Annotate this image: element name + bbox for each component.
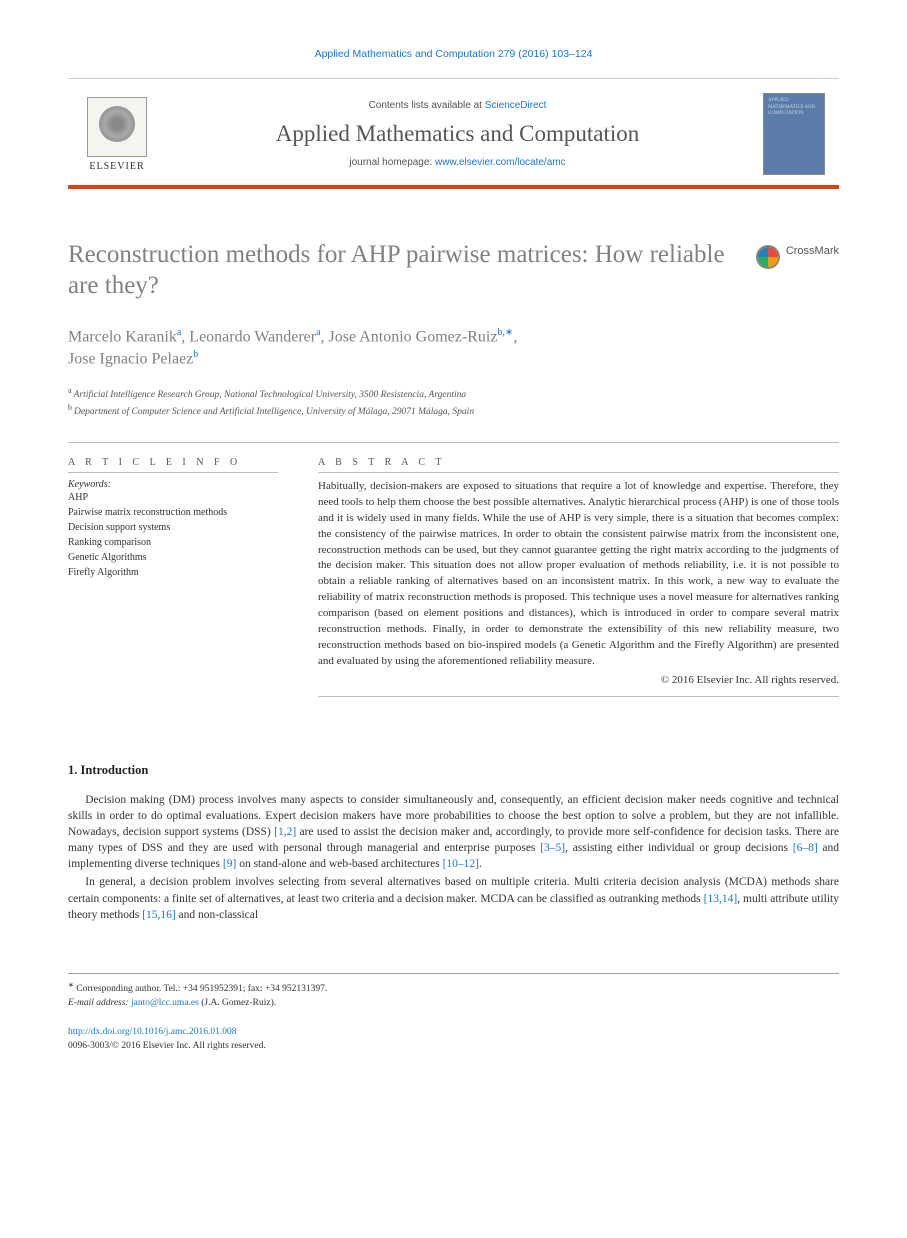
body-text: Decision making (DM) process involves ma…	[68, 792, 839, 923]
abstract-column: A B S T R A C T Habitually, decision-mak…	[318, 457, 839, 703]
email-label: E-mail address:	[68, 998, 129, 1008]
homepage-link[interactable]: www.elsevier.com/locate/amc	[435, 157, 566, 168]
affiliations: aArtificial Intelligence Research Group,…	[68, 385, 839, 420]
contents-available: Contents lists available at ScienceDirec…	[166, 100, 749, 111]
cite-10-12[interactable]: [10–12]	[443, 858, 479, 870]
email-note: E-mail address: janto@lcc.uma.es (J.A. G…	[68, 996, 839, 1010]
paragraph-1: Decision making (DM) process involves ma…	[68, 792, 839, 872]
copyright-line: © 2016 Elsevier Inc. All rights reserved…	[318, 674, 839, 686]
doi-block: http://dx.doi.org/10.1016/j.amc.2016.01.…	[68, 1026, 839, 1053]
corresponding-author-note: ∗ Corresponding author. Tel.: +34 951952…	[68, 980, 839, 996]
crossmark-label: CrossMark	[786, 245, 839, 257]
doi-link[interactable]: http://dx.doi.org/10.1016/j.amc.2016.01.…	[68, 1026, 839, 1039]
info-rule	[68, 472, 278, 473]
keyword-1: AHP	[68, 490, 278, 505]
keyword-4: Ranking comparison	[68, 535, 278, 550]
affil-b-text: Department of Computer Science and Artif…	[74, 408, 474, 418]
email-author: (J.A. Gomez-Ruiz).	[201, 998, 276, 1008]
footnotes: ∗ Corresponding author. Tel.: +34 951952…	[68, 973, 839, 1011]
author-1: Marcelo Karanik	[68, 328, 177, 345]
affiliation-a: aArtificial Intelligence Research Group,…	[68, 385, 839, 402]
keyword-2: Pairwise matrix reconstruction methods	[68, 505, 278, 520]
journal-banner: ELSEVIER Contents lists available at Sci…	[68, 78, 839, 189]
affil-a-text: Artificial Intelligence Research Group, …	[74, 390, 467, 400]
running-header: Applied Mathematics and Computation 279 …	[68, 48, 839, 60]
contents-prefix: Contents lists available at	[369, 100, 485, 111]
cite-13-14[interactable]: [13,14]	[704, 893, 738, 905]
sciencedirect-link[interactable]: ScienceDirect	[485, 100, 547, 111]
section-1-heading: 1. Introduction	[68, 763, 839, 778]
keywords-list: AHP Pairwise matrix reconstruction metho…	[68, 490, 278, 580]
article-title: Reconstruction methods for AHP pairwise …	[68, 239, 736, 302]
affiliation-b: bDepartment of Computer Science and Arti…	[68, 402, 839, 419]
paragraph-2: In general, a decision problem involves …	[68, 874, 839, 922]
author-2: Leonardo Wanderer	[189, 328, 316, 345]
keyword-5: Genetic Algorithms	[68, 550, 278, 565]
p1-text-c: , assisting either individual or group d…	[565, 842, 793, 854]
divider	[68, 442, 839, 443]
homepage-prefix: journal homepage:	[349, 157, 435, 168]
author-list: Marcelo Karanika, Leonardo Wanderera, Jo…	[68, 326, 839, 371]
author-4: Jose Ignacio Pelaez	[68, 351, 193, 368]
journal-cover-thumb: APPLIED MATHEMATICS AND COMPUTATION	[763, 93, 825, 175]
keywords-label: Keywords:	[68, 479, 278, 490]
author-2-affil: a	[316, 327, 320, 338]
cite-1-2[interactable]: [1,2]	[274, 826, 296, 838]
p2-text-c: and non-classical	[176, 909, 258, 921]
keyword-3: Decision support systems	[68, 520, 278, 535]
journal-homepage: journal homepage: www.elsevier.com/locat…	[166, 157, 749, 168]
corr-text: Corresponding author. Tel.: +34 95195239…	[76, 984, 327, 994]
crossmark-icon	[756, 245, 780, 269]
author-4-affil: b	[193, 349, 198, 360]
abstract-bottom-rule	[318, 696, 839, 697]
elsevier-tree-icon	[87, 97, 147, 157]
elsevier-label: ELSEVIER	[89, 161, 144, 172]
affil-a-label: a	[68, 386, 72, 395]
cite-3-5[interactable]: [3–5]	[540, 842, 565, 854]
keyword-6: Firefly Algorithm	[68, 565, 278, 580]
issn-copyright: 0096-3003/© 2016 Elsevier Inc. All right…	[68, 1040, 839, 1053]
article-info-column: A R T I C L E I N F O Keywords: AHP Pair…	[68, 457, 278, 703]
elsevier-logo: ELSEVIER	[82, 93, 152, 175]
author-1-affil: a	[177, 327, 181, 338]
cite-15-16[interactable]: [15,16]	[142, 909, 176, 921]
journal-name: Applied Mathematics and Computation	[166, 121, 749, 147]
author-3: Jose Antonio Gomez-Ruiz	[329, 328, 498, 345]
p1-text-f: .	[479, 858, 482, 870]
crossmark-badge[interactable]: CrossMark	[756, 245, 839, 326]
cite-6-8[interactable]: [6–8]	[793, 842, 818, 854]
cite-9[interactable]: [9]	[223, 858, 236, 870]
author-3-affil: b,∗	[497, 327, 513, 338]
p1-text-e: on stand-alone and web-based architectur…	[236, 858, 442, 870]
affil-b-label: b	[68, 403, 72, 412]
article-info-heading: A R T I C L E I N F O	[68, 457, 278, 468]
email-link[interactable]: janto@lcc.uma.es	[131, 998, 199, 1008]
abstract-heading: A B S T R A C T	[318, 457, 839, 468]
abstract-rule	[318, 472, 839, 473]
corr-marker: ∗	[68, 981, 74, 989]
abstract-text: Habitually, decision-makers are exposed …	[318, 479, 839, 670]
